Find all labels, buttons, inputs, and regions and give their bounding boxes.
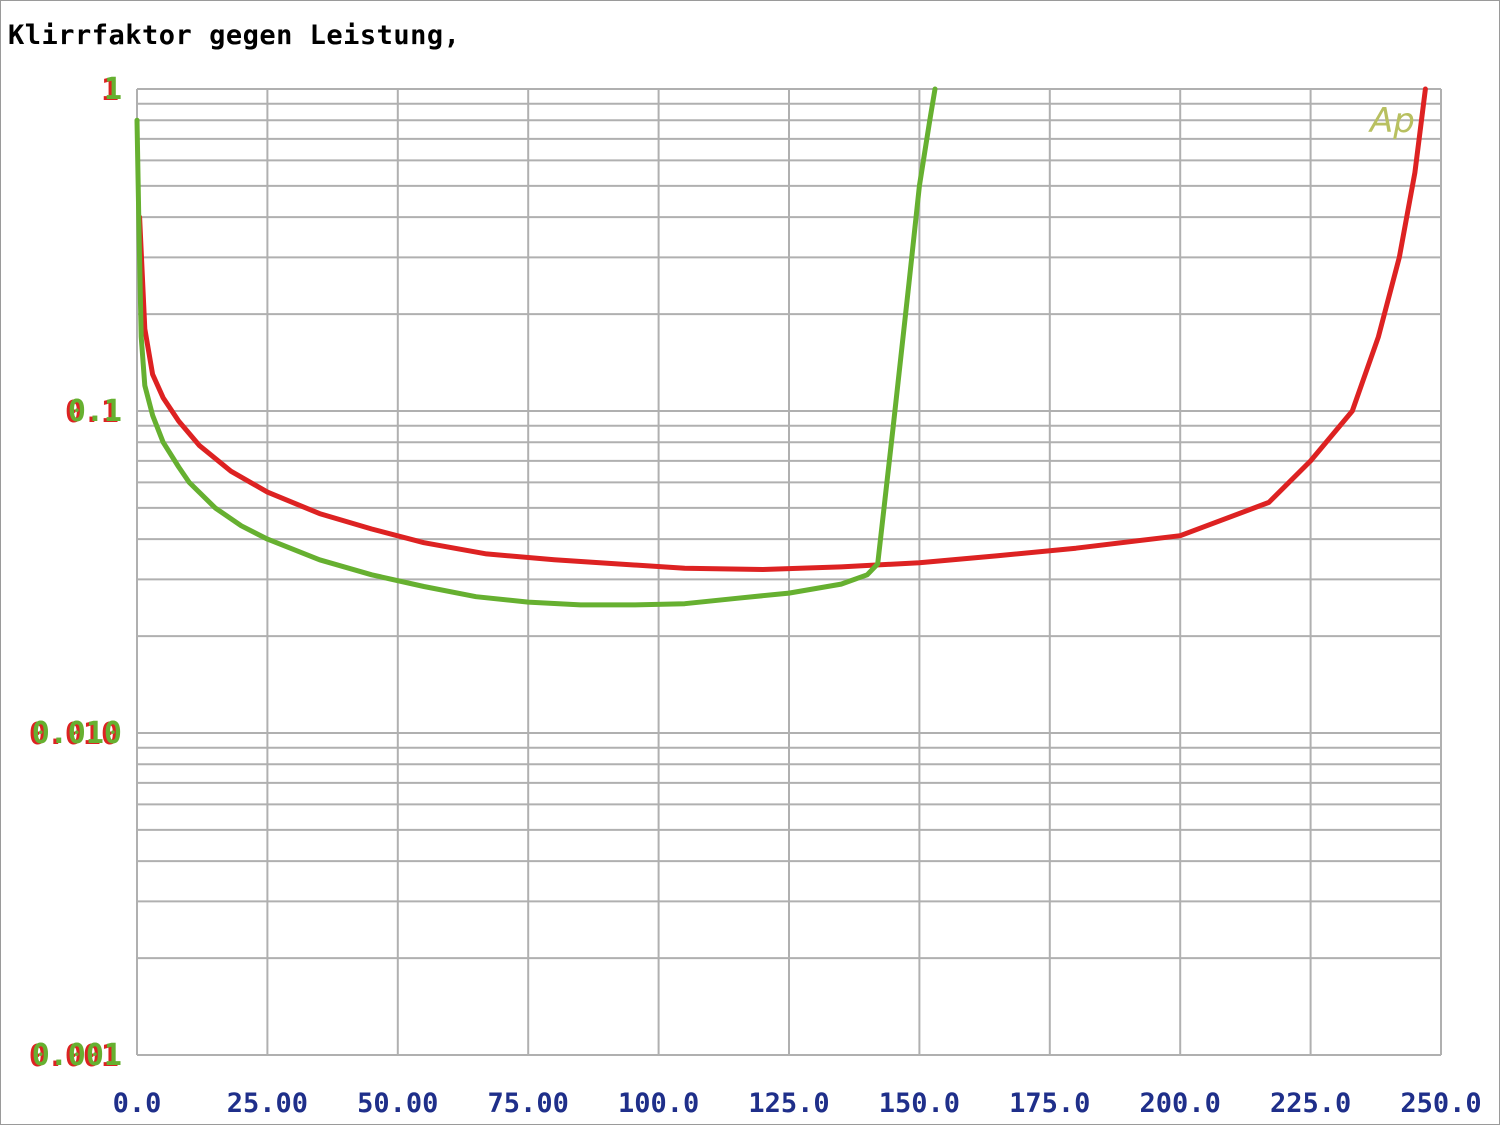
y-tick-label: 0.010 <box>32 716 122 751</box>
y-tick-label-shadow: 1 <box>101 73 119 108</box>
x-tick-label: 225.0 <box>1270 1088 1351 1119</box>
series-layer <box>134 86 1428 608</box>
y-tick-label: 0.1 <box>68 394 122 429</box>
watermark-text: Ap <box>1368 101 1415 141</box>
series-line-2 <box>134 86 938 608</box>
x-tick-label: 250.0 <box>1400 1088 1481 1119</box>
x-tick-label: 25.00 <box>227 1088 308 1119</box>
x-tick-label: 200.0 <box>1140 1088 1221 1119</box>
x-axis: 0.0 25.00 50.00 75.00 100.0 125.0 150.0 175.0 20… <box>113 1088 1482 1119</box>
y-tick-label-shadow: 0.1 <box>65 395 119 430</box>
y-tick-label-shadow: 0.001 <box>29 1039 119 1074</box>
x-tick-label: 100.0 <box>618 1088 699 1119</box>
grid-lines <box>136 88 1442 1056</box>
y-tick-label: 1 <box>104 72 122 107</box>
watermark-layer: Ap <box>1368 101 1415 141</box>
y-tick-label-shadow: 0.010 <box>29 717 119 752</box>
x-tick-label: 50.00 <box>357 1088 438 1119</box>
x-tick-label: 150.0 <box>879 1088 960 1119</box>
chart-title: Klirrfaktor gegen Leistung, <box>8 20 461 51</box>
y-tick-label: 0.001 <box>32 1038 122 1073</box>
x-tick-label: 0.0 <box>113 1088 162 1119</box>
x-tick-label: 125.0 <box>748 1088 829 1119</box>
x-tick-label: 75.00 <box>488 1088 569 1119</box>
x-tick-label: 175.0 <box>1009 1088 1090 1119</box>
series-line-1 <box>137 86 1428 572</box>
